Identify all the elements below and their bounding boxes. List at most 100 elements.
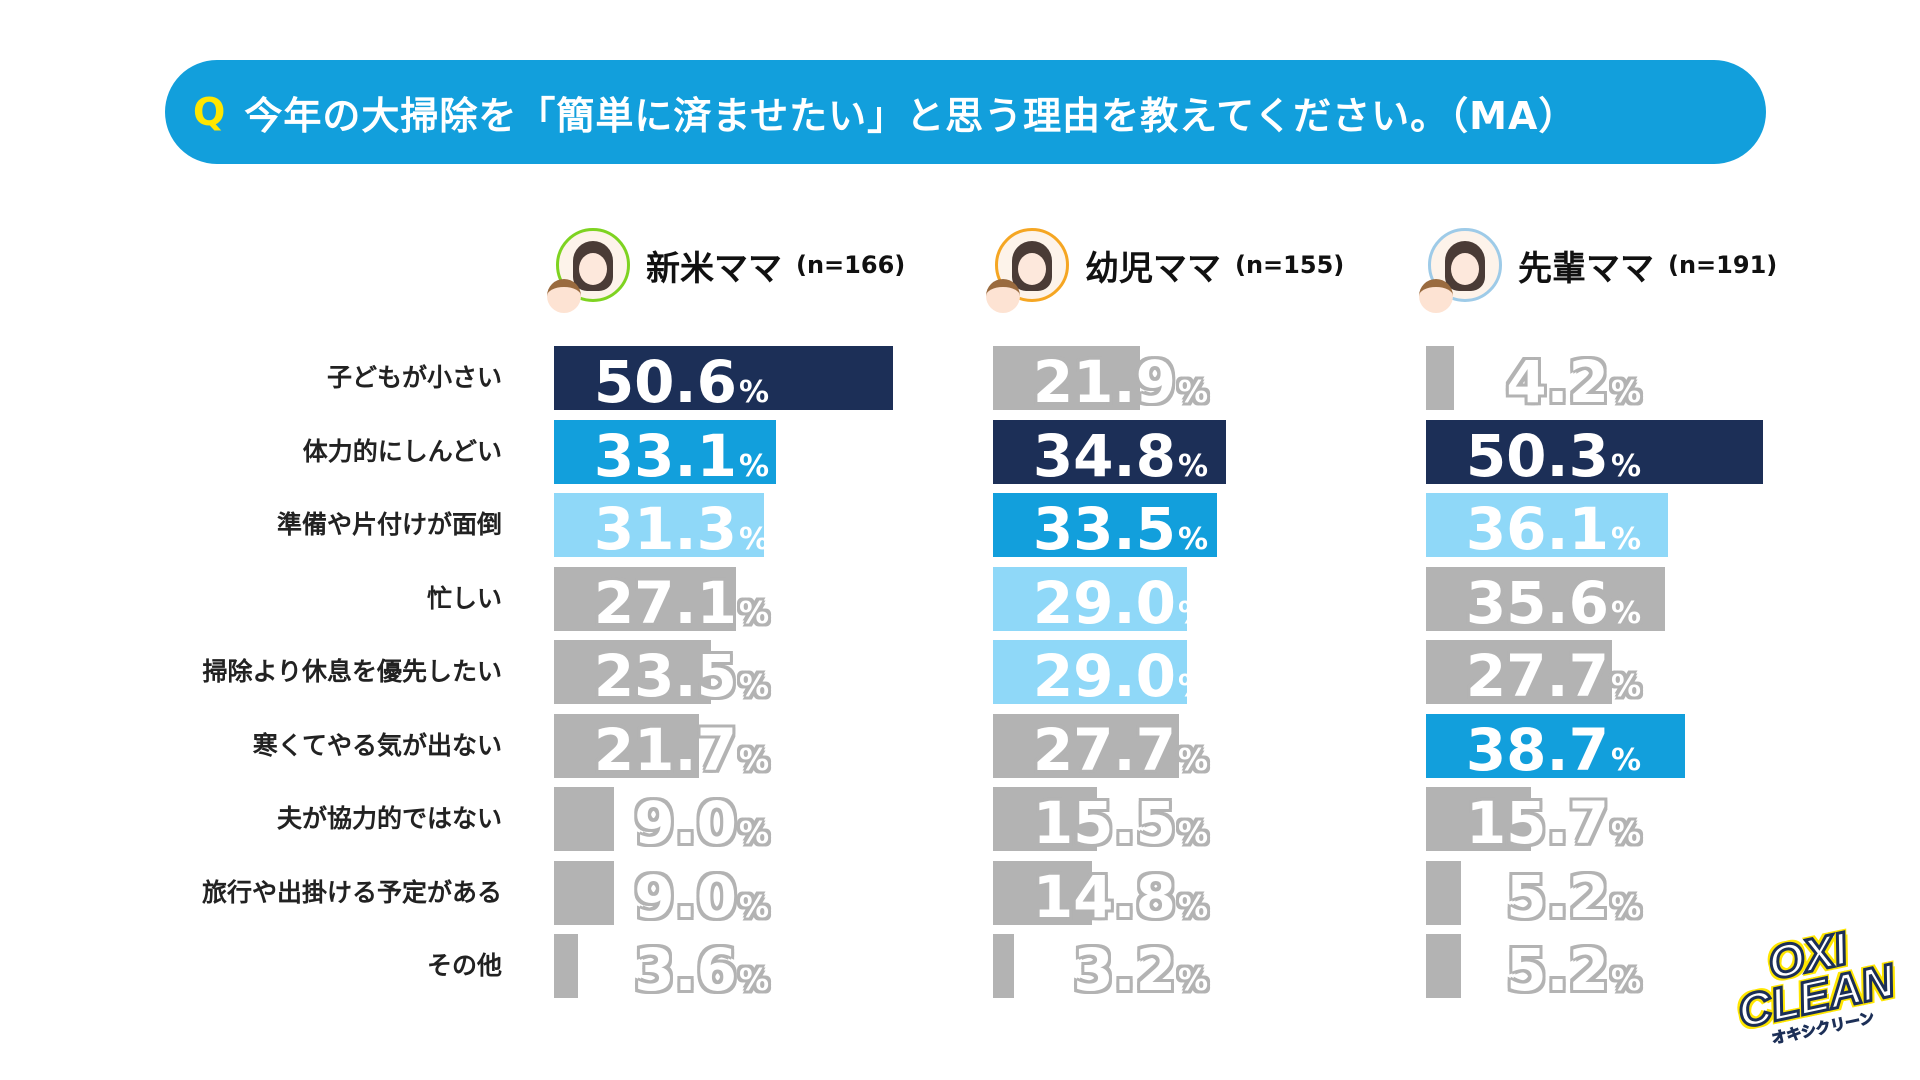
unit: % bbox=[1177, 522, 1208, 557]
data-label: 34.8% bbox=[993, 424, 1208, 488]
mom-avatar-icon bbox=[547, 228, 630, 313]
bar bbox=[993, 860, 1093, 925]
bar bbox=[1426, 934, 1461, 998]
unit: % bbox=[738, 522, 769, 557]
q-mark: Q bbox=[193, 90, 227, 134]
bar bbox=[554, 713, 700, 778]
question-banner: Q 今年の大掃除を「簡単に済ませたい」と思う理由を教えてください。（MA） bbox=[165, 60, 1766, 164]
unit: % bbox=[1610, 522, 1641, 557]
unit: % bbox=[1177, 448, 1208, 484]
bar bbox=[554, 787, 615, 851]
bar bbox=[993, 346, 1140, 410]
value: 38.7 bbox=[1465, 715, 1609, 784]
mom-avatar-icon bbox=[1419, 228, 1502, 313]
value: 3.2 bbox=[1073, 936, 1176, 1004]
data-label: 50.3% bbox=[1426, 424, 1641, 488]
series-name: 幼児ママ bbox=[1085, 248, 1221, 289]
bar bbox=[993, 566, 1188, 631]
category-label: 寒くてやる気が出ない bbox=[252, 730, 502, 760]
unit: % bbox=[1610, 742, 1641, 778]
series-header: 先輩ママ (n=191) bbox=[1419, 225, 1778, 313]
unit: % bbox=[738, 595, 769, 631]
bar bbox=[993, 787, 1097, 851]
value: 4.2 bbox=[1506, 348, 1609, 416]
data-label: 27.1% bbox=[554, 571, 769, 635]
unit: % bbox=[738, 963, 769, 998]
data-label: 27.7% bbox=[1426, 644, 1641, 708]
category-label: 掃除より休息を優先したい bbox=[202, 657, 502, 686]
category-label: 子どもが小さい bbox=[326, 363, 502, 392]
data-label: 9.0% bbox=[554, 791, 769, 855]
bar bbox=[993, 419, 1227, 484]
unit: % bbox=[1610, 375, 1641, 410]
category-label: 忙しい bbox=[426, 583, 502, 613]
value: 3.6 bbox=[634, 936, 737, 1004]
bar bbox=[1426, 346, 1455, 410]
bar bbox=[554, 640, 712, 704]
value: 23.5 bbox=[593, 642, 737, 710]
value: 29.0 bbox=[1032, 642, 1176, 710]
value: 27.1 bbox=[593, 568, 737, 637]
data-label: 29.0% bbox=[993, 571, 1208, 635]
series-header: 幼児ママ (n=155) bbox=[986, 225, 1344, 313]
value: 36.1 bbox=[1465, 495, 1609, 563]
unit: % bbox=[1610, 816, 1641, 851]
data-label: 31.3% bbox=[554, 497, 769, 561]
oxiclean-logo: OXI CLEAN オキシクリーン bbox=[1726, 920, 1903, 1054]
bar bbox=[993, 493, 1218, 557]
value: 14.8 bbox=[1032, 862, 1176, 931]
unit: % bbox=[738, 669, 769, 704]
data-label: 29.0% bbox=[993, 644, 1208, 708]
value: 9.0 bbox=[634, 862, 737, 931]
data-label: 38.7% bbox=[1426, 718, 1641, 782]
value: 15.5 bbox=[1032, 789, 1176, 857]
unit: % bbox=[1610, 963, 1641, 998]
value: 27.7 bbox=[1032, 715, 1176, 784]
bar bbox=[1426, 860, 1461, 925]
bar bbox=[1426, 640, 1612, 704]
child-icon bbox=[1419, 279, 1453, 313]
unit: % bbox=[738, 448, 769, 484]
data-label: 35.6% bbox=[1426, 571, 1641, 635]
value: 33.5 bbox=[1032, 495, 1176, 563]
bar bbox=[1426, 419, 1763, 484]
unit: % bbox=[1177, 595, 1208, 631]
category-label: 体力的にしんどい bbox=[302, 436, 502, 466]
category-label: 夫が協力的ではない bbox=[276, 804, 502, 833]
bar bbox=[554, 934, 579, 998]
series-name: 先輩ママ bbox=[1518, 248, 1654, 289]
unit: % bbox=[1177, 963, 1208, 998]
series-header: 新米ママ (n=166) bbox=[547, 225, 906, 313]
data-label: 33.5% bbox=[993, 497, 1208, 561]
bar bbox=[993, 934, 1015, 998]
data-label: 5.2% bbox=[1426, 865, 1641, 929]
bar bbox=[993, 713, 1179, 778]
data-label: 21.9% bbox=[993, 350, 1208, 414]
unit: % bbox=[1177, 375, 1208, 410]
series-name: 新米ママ bbox=[646, 248, 782, 289]
bar bbox=[554, 346, 894, 410]
bar bbox=[554, 566, 736, 631]
category-label: その他 bbox=[426, 951, 502, 980]
unit: % bbox=[738, 889, 769, 925]
data-label: 3.6% bbox=[554, 938, 769, 1002]
value: 5.2 bbox=[1506, 862, 1609, 931]
value: 21.7 bbox=[593, 715, 737, 784]
unit: % bbox=[1177, 889, 1208, 925]
data-label: 14.8% bbox=[993, 865, 1208, 929]
bar bbox=[1426, 493, 1668, 557]
unit: % bbox=[1610, 669, 1641, 704]
value: 29.0 bbox=[1032, 568, 1176, 637]
series-n: (n=191) bbox=[1668, 251, 1778, 279]
unit: % bbox=[1610, 889, 1641, 925]
value: 33.1 bbox=[593, 421, 737, 490]
value: 35.6 bbox=[1465, 568, 1609, 637]
data-label: 33.1% bbox=[554, 424, 769, 488]
data-label: 50.6% bbox=[554, 350, 769, 414]
value: 31.3 bbox=[593, 495, 737, 563]
data-label: 15.5% bbox=[993, 791, 1208, 855]
series-n: (n=166) bbox=[796, 251, 906, 279]
bar bbox=[1426, 713, 1686, 778]
bar bbox=[554, 860, 615, 925]
unit: % bbox=[738, 816, 769, 851]
